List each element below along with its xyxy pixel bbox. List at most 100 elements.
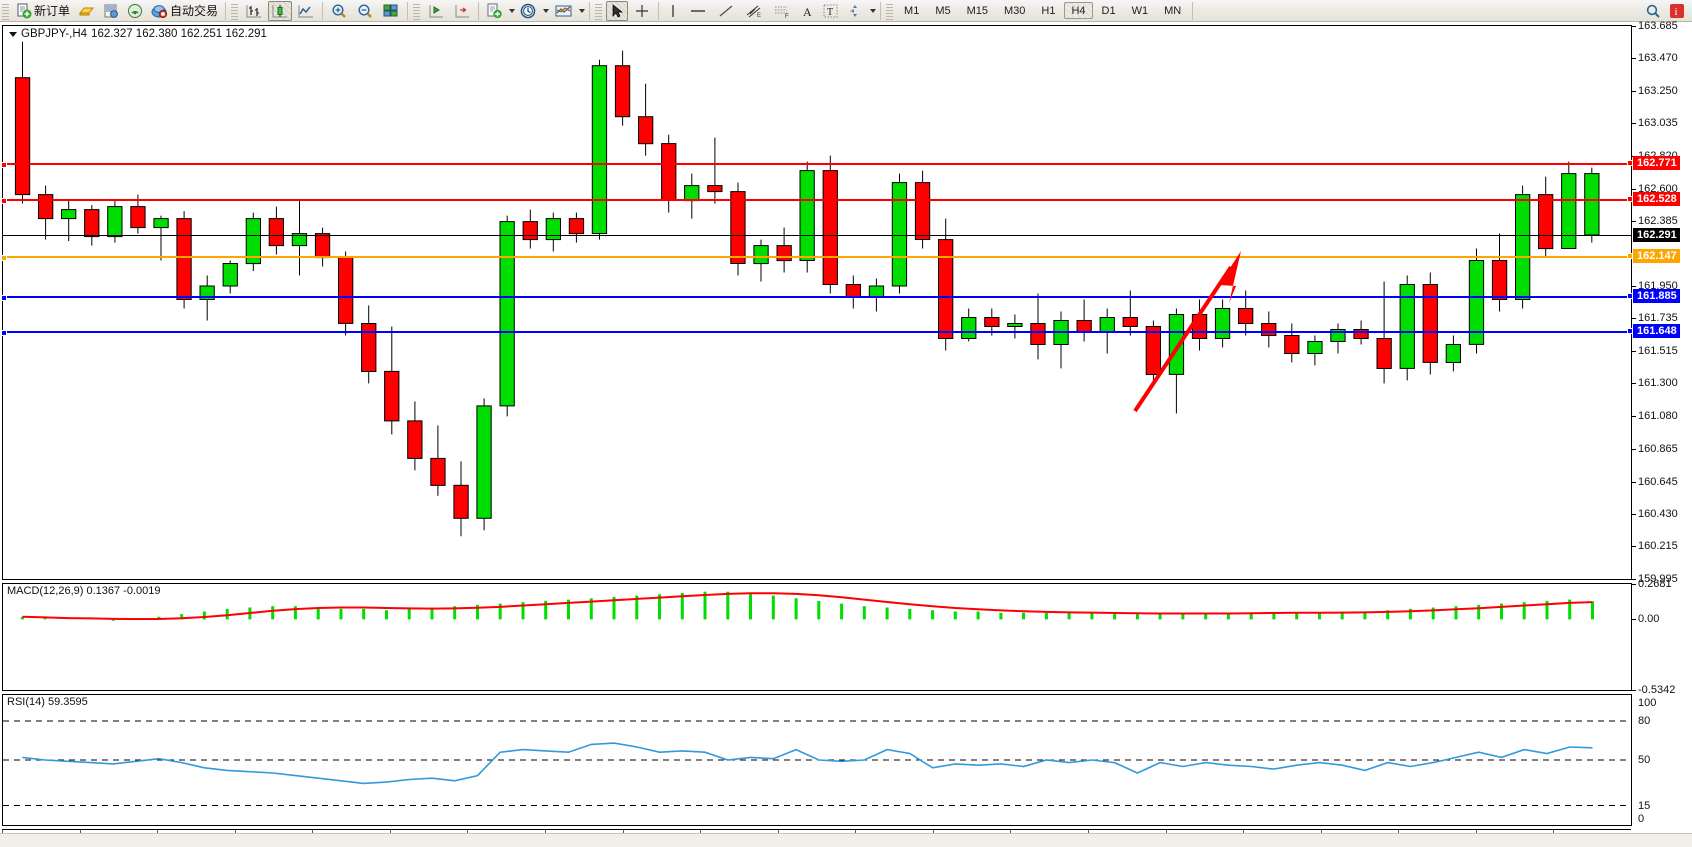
- tile-windows-icon: [383, 4, 398, 16]
- bar-chart-icon: [246, 4, 262, 17]
- price-level-badge-resistance[interactable]: 162.528: [1633, 192, 1680, 207]
- timeframe-m5[interactable]: M5: [935, 4, 951, 17]
- time-axis-tick: [700, 830, 702, 835]
- level-line-162291[interactable]: [3, 234, 1631, 236]
- line-chart-button[interactable]: [294, 1, 318, 21]
- equidistant-channel-button[interactable]: E: [741, 1, 767, 21]
- fibonacci-icon: F: [775, 6, 789, 19]
- price-level-badge-support[interactable]: 161.648: [1633, 324, 1680, 339]
- level-anchor[interactable]: [1, 294, 7, 301]
- fibonacci-button[interactable]: F: [769, 1, 795, 21]
- price-tick-label: 162.385: [1638, 214, 1678, 227]
- templates-dropdown[interactable]: [577, 9, 586, 13]
- timeframe-m15[interactable]: M15: [966, 4, 988, 17]
- rsi-pane[interactable]: RSI(14) 59.3595: [2, 694, 1631, 826]
- shift-chart-button[interactable]: [424, 1, 448, 21]
- toolbar-grip[interactable]: [2, 1, 9, 20]
- level-line-162147[interactable]: [1, 255, 1631, 262]
- bar-chart-button[interactable]: [242, 1, 266, 21]
- text-button[interactable]: A: [797, 1, 817, 21]
- toolbar-separator-7: [880, 1, 882, 20]
- level-anchor-right[interactable]: [1627, 292, 1633, 299]
- level-anchor-right[interactable]: [1627, 328, 1633, 335]
- up-arrow-annotation[interactable]: [1123, 241, 1263, 421]
- symbol-header: GBPJPY-,H4 162.327 162.380 162.251 162.2…: [9, 28, 267, 40]
- price-level-badge-resistance[interactable]: 162.771: [1633, 155, 1680, 170]
- text-label-button[interactable]: T: [819, 1, 842, 21]
- crosshair-button[interactable]: [630, 1, 654, 21]
- macd-scale[interactable]: 0.2681 0.00 -0.5342: [1631, 578, 1692, 696]
- price-level-badge-pivot[interactable]: 162.147: [1633, 249, 1680, 264]
- signals-button[interactable]: [124, 1, 146, 21]
- help-button[interactable]: i: [1666, 1, 1688, 21]
- timeframe-mn[interactable]: MN: [1164, 4, 1182, 17]
- objects-dropdown[interactable]: [868, 9, 877, 13]
- timeframe-d1[interactable]: D1: [1101, 4, 1116, 17]
- level-anchor[interactable]: [1, 330, 7, 337]
- level-line-162528[interactable]: [1, 198, 1631, 205]
- price-scale[interactable]: 163.685163.470163.250163.035162.820162.6…: [1627, 20, 1692, 585]
- cursor-button[interactable]: [606, 0, 629, 21]
- auto-trading-button[interactable]: 自动交易: [148, 1, 221, 21]
- toolbar-grip-3[interactable]: [413, 1, 421, 20]
- text-label-icon: T: [823, 4, 838, 18]
- trendline-button[interactable]: [713, 1, 739, 21]
- level-line-161885[interactable]: [1, 294, 1631, 301]
- period-dropdown[interactable]: [541, 9, 550, 13]
- new-order-button[interactable]: 新订单: [13, 1, 73, 21]
- price-level-badge-current-price[interactable]: 162.291: [1633, 227, 1680, 242]
- level-anchor-right[interactable]: [1627, 253, 1633, 260]
- toolbar-separator: [225, 1, 227, 20]
- price-tick: [1632, 58, 1636, 60]
- timeframe-h1[interactable]: H1: [1041, 4, 1056, 17]
- rsi-label: RSI(14) 59.3595: [7, 696, 88, 708]
- level-anchor-right[interactable]: [1627, 159, 1633, 166]
- candlestick-chart-button[interactable]: [268, 0, 293, 21]
- chart-canvas-area[interactable]: GBPJPY-,H4 162.327 162.380 162.251 162.2…: [0, 20, 1692, 847]
- toolbar-grip-5[interactable]: [886, 1, 894, 20]
- price-pane[interactable]: GBPJPY-,H4 162.327 162.380 162.251 162.2…: [1, 25, 1631, 580]
- zoom-in-button[interactable]: [327, 1, 351, 21]
- toolbar-separator-3: [407, 1, 409, 20]
- chevron-down-icon[interactable]: [9, 31, 17, 37]
- time-axis-tick: [1165, 830, 1167, 835]
- price-tick: [1632, 26, 1636, 27]
- gold-bar-button[interactable]: [75, 1, 98, 21]
- new-chart-dropdown[interactable]: [507, 9, 516, 13]
- horizontal-line-button[interactable]: [685, 1, 711, 21]
- timeframe-m1[interactable]: M1: [904, 4, 920, 17]
- tile-windows-button[interactable]: [379, 1, 403, 21]
- price-level-badge-support[interactable]: 161.885: [1633, 288, 1680, 303]
- templates-button[interactable]: [551, 1, 576, 21]
- price-tick-label: 160.215: [1638, 540, 1678, 553]
- status-bar: [0, 833, 1692, 847]
- zoom-out-button[interactable]: [353, 1, 377, 21]
- svg-text:i: i: [1675, 6, 1678, 18]
- level-anchor[interactable]: [1, 161, 7, 168]
- level-line-161648[interactable]: [1, 330, 1631, 337]
- level-anchor[interactable]: [1, 255, 7, 262]
- autoscroll-button[interactable]: [450, 1, 474, 21]
- timeframe-w1[interactable]: W1: [1131, 4, 1149, 17]
- vertical-line-button[interactable]: [663, 1, 683, 21]
- toolbar-grip-4[interactable]: [595, 1, 603, 20]
- timeframe-h4[interactable]: H4: [1064, 2, 1093, 19]
- rsi-scale[interactable]: 100 80 50 15 0: [1631, 694, 1692, 826]
- market-watch-button[interactable]: [100, 1, 122, 21]
- level-anchor[interactable]: [1, 198, 7, 205]
- macd-tick: [1632, 690, 1636, 691]
- time-axis-tick: [2, 830, 3, 835]
- objects-button[interactable]: [844, 1, 867, 21]
- line-chart-icon: [298, 4, 314, 17]
- time-axis-tick: [234, 830, 236, 835]
- period-button[interactable]: [517, 1, 540, 21]
- macd-pane[interactable]: MACD(12,26,9) 0.1367 -0.0019: [2, 583, 1631, 691]
- price-tick: [1632, 383, 1636, 385]
- search-button[interactable]: [1642, 1, 1664, 21]
- level-line-162771[interactable]: [1, 161, 1631, 168]
- new-chart-button[interactable]: [483, 1, 506, 21]
- level-anchor-right[interactable]: [1627, 196, 1633, 203]
- toolbar-grip-2[interactable]: [231, 1, 239, 20]
- trendline-icon: [719, 4, 733, 17]
- timeframe-m30[interactable]: M30: [1004, 4, 1026, 17]
